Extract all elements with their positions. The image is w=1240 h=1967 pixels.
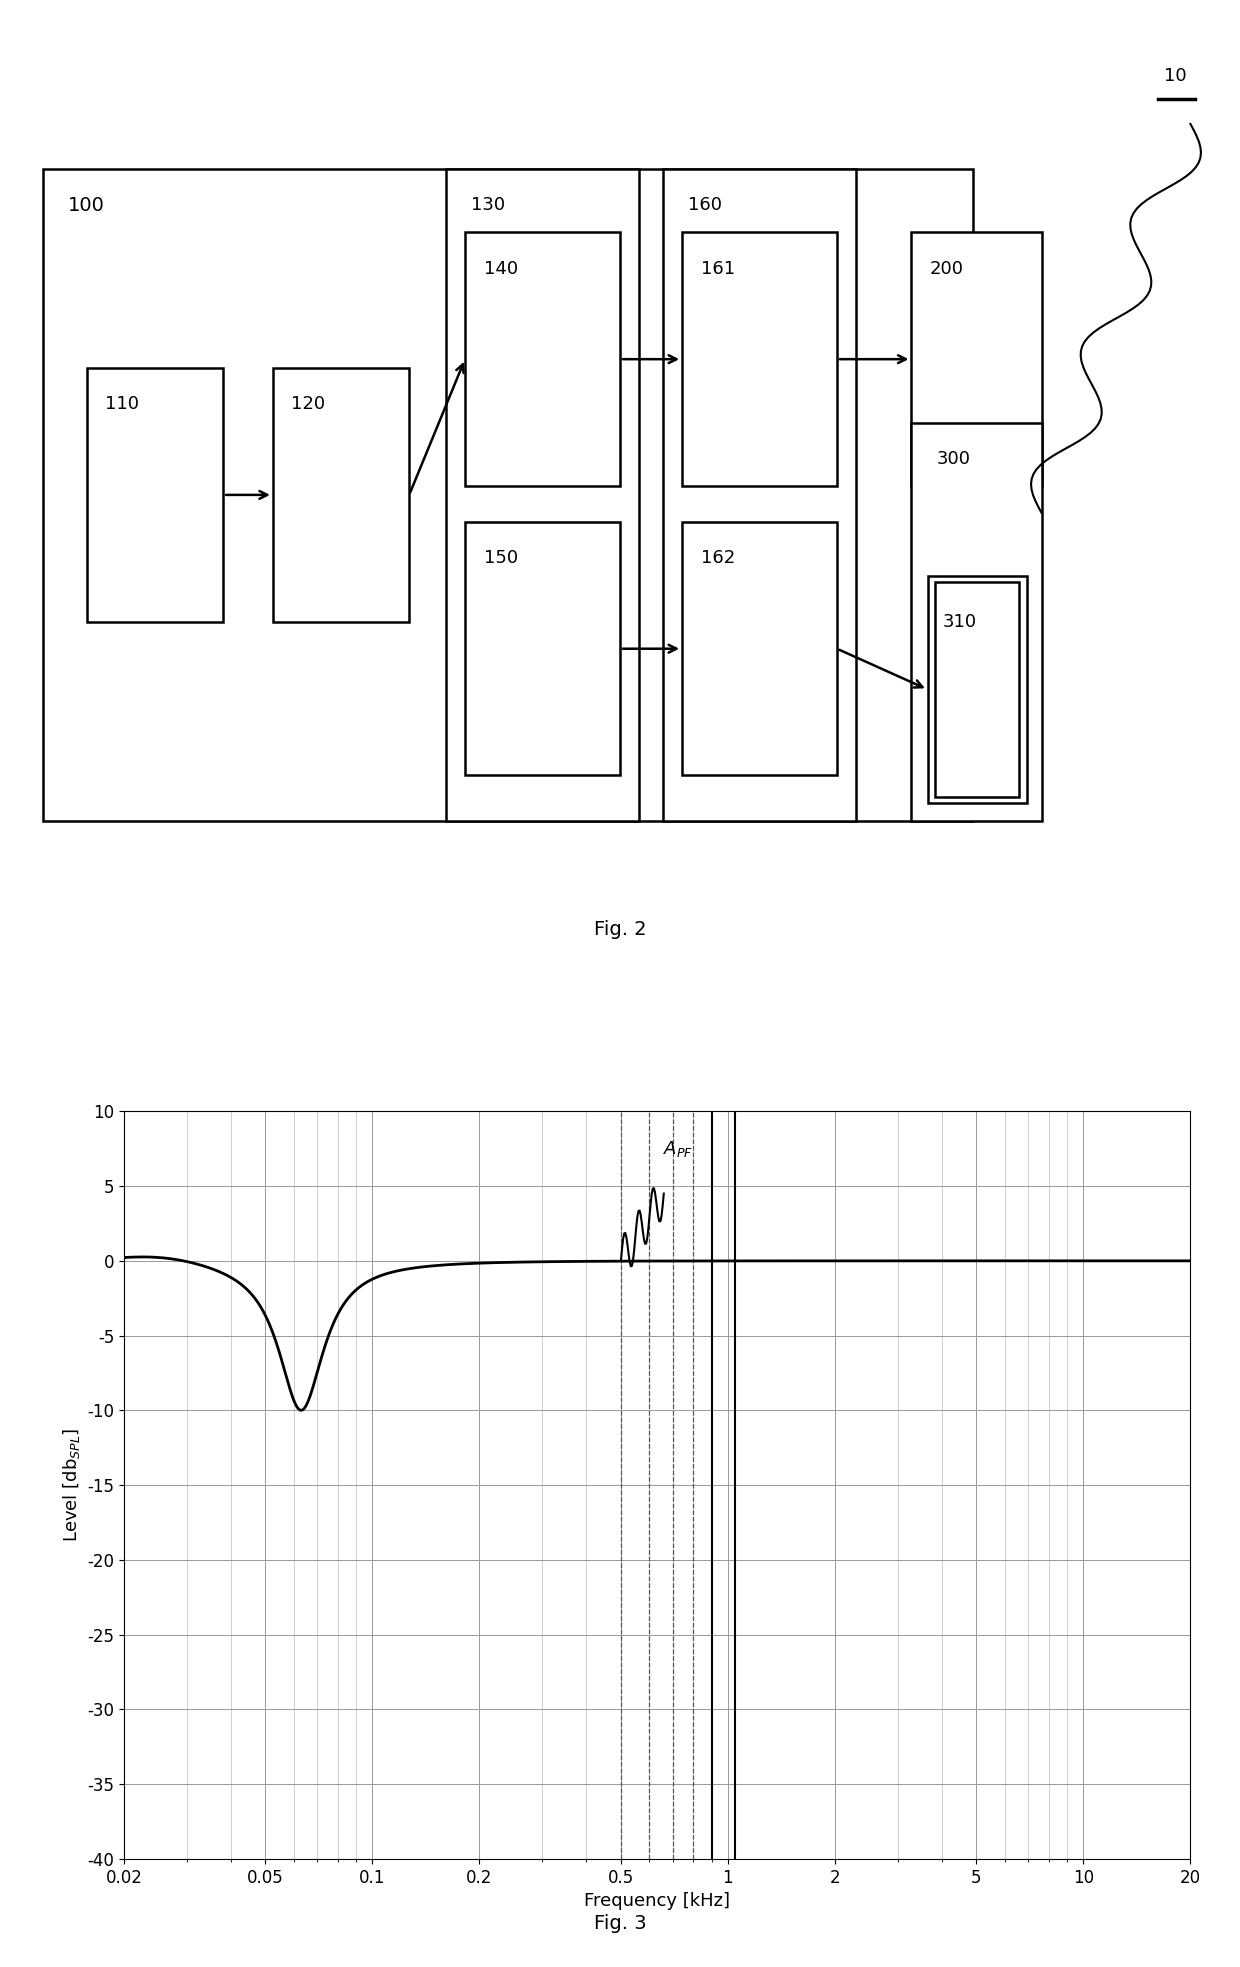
- Bar: [446, 169, 639, 820]
- Bar: [911, 232, 1042, 486]
- Bar: [87, 368, 223, 622]
- Bar: [43, 169, 973, 820]
- Y-axis label: Level [db$_{SPL}$]: Level [db$_{SPL}$]: [61, 1428, 82, 1542]
- Text: 130: 130: [471, 197, 506, 214]
- Bar: [682, 521, 837, 775]
- Bar: [911, 423, 1042, 820]
- Text: 150: 150: [484, 549, 518, 566]
- Text: 120: 120: [291, 395, 326, 413]
- Text: 140: 140: [484, 260, 518, 277]
- Text: 10: 10: [1164, 67, 1187, 85]
- Bar: [465, 232, 620, 486]
- Text: $A_{PF}$: $A_{PF}$: [662, 1139, 693, 1159]
- Text: 162: 162: [701, 549, 735, 566]
- Bar: [663, 169, 856, 820]
- Text: 160: 160: [688, 197, 722, 214]
- Text: 310: 310: [942, 612, 977, 631]
- Text: Fig. 3: Fig. 3: [594, 1914, 646, 1934]
- Text: 161: 161: [701, 260, 735, 277]
- Bar: [935, 582, 1019, 797]
- Bar: [682, 232, 837, 486]
- Bar: [273, 368, 409, 622]
- Bar: [928, 576, 1027, 803]
- Bar: [465, 521, 620, 775]
- X-axis label: Frequency [kHz]: Frequency [kHz]: [584, 1892, 730, 1910]
- Text: 200: 200: [930, 260, 963, 277]
- Text: Fig. 2: Fig. 2: [594, 921, 646, 938]
- Text: 100: 100: [68, 197, 105, 214]
- Text: 110: 110: [105, 395, 139, 413]
- Text: 300: 300: [936, 450, 970, 468]
